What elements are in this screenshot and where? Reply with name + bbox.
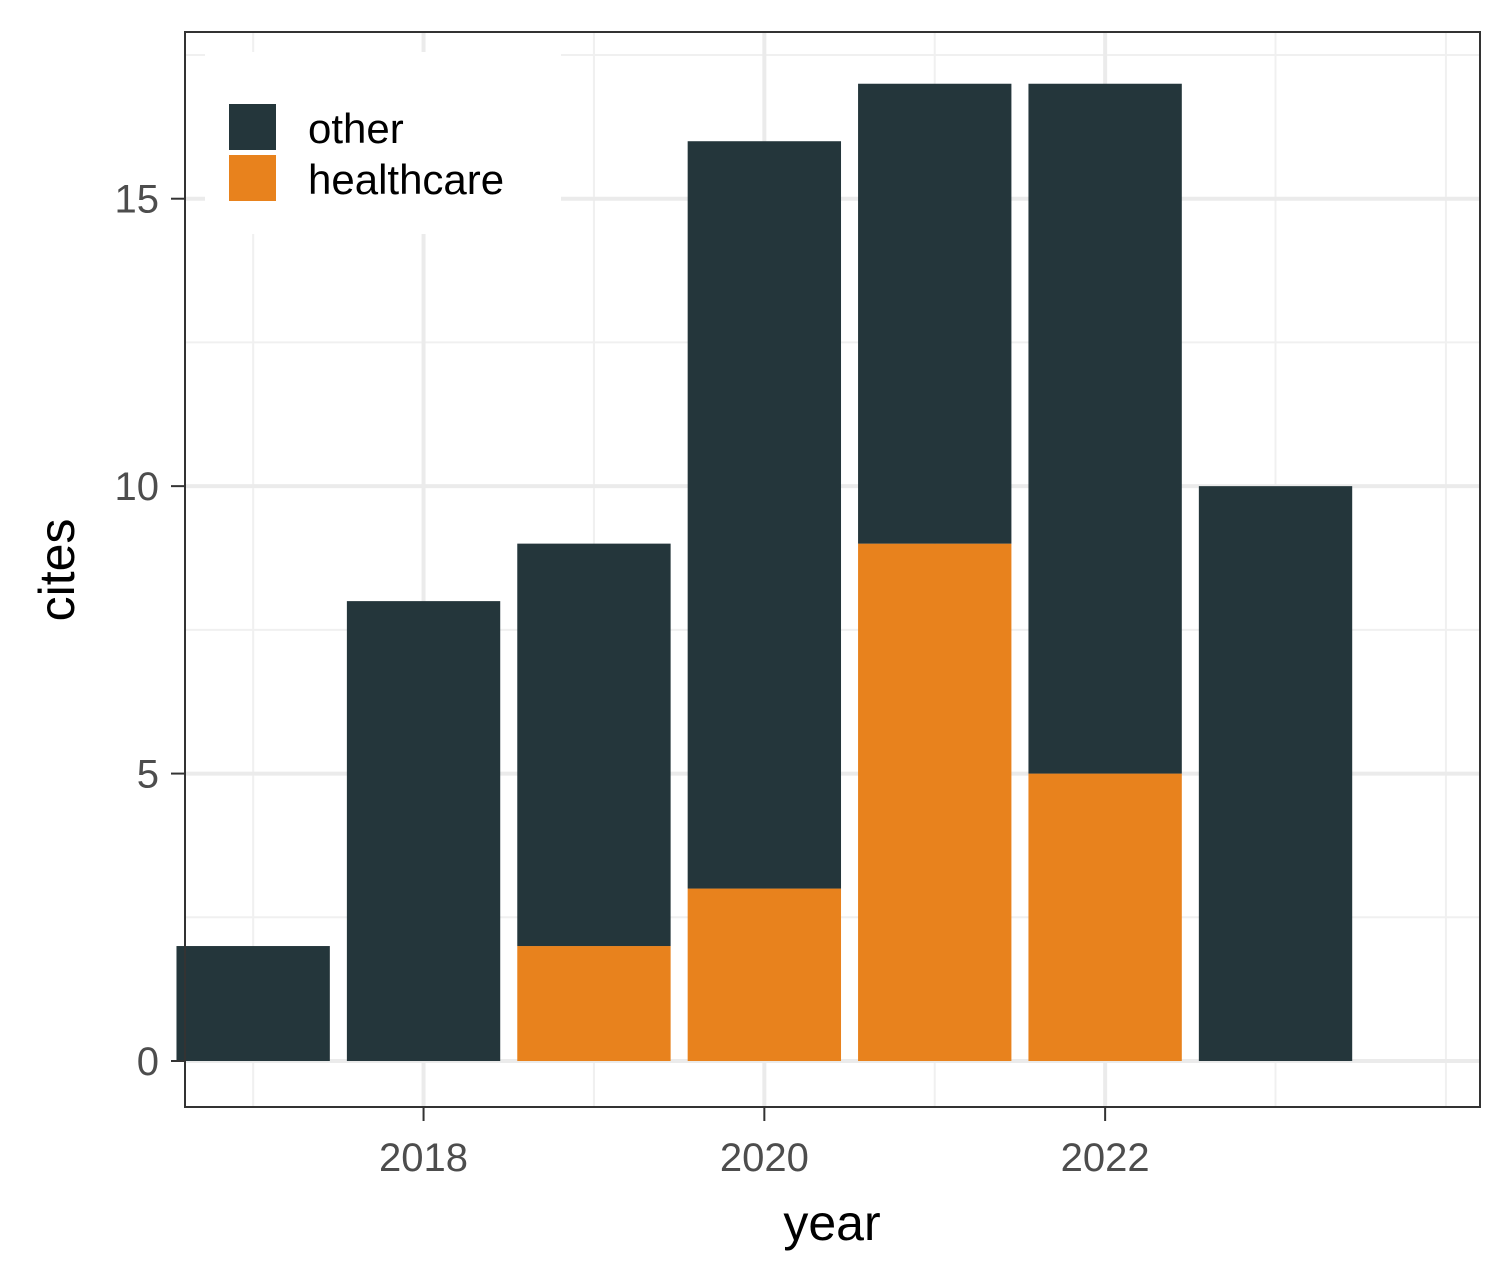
plot-border [184, 31, 1481, 1108]
y-tick-label: 10 [115, 465, 160, 509]
legend: other healthcare [205, 52, 561, 234]
x-tick-label: 2018 [379, 1136, 468, 1180]
y-axis-title: cites [29, 519, 85, 622]
y-tick-label: 5 [137, 753, 159, 797]
x-tick-label: 2022 [1061, 1136, 1150, 1180]
legend-label-healthcare: healthcare [308, 156, 504, 203]
bar-other-2022 [1028, 83, 1182, 774]
bar-other-2021 [858, 83, 1012, 544]
x-axis-title: year [783, 1195, 880, 1251]
bar-other-2017 [176, 946, 330, 1062]
axes: 0 5 10 15 2018 2020 2022 [115, 178, 1150, 1180]
legend-key-other [229, 104, 276, 150]
bar-other-2018 [346, 601, 501, 1062]
bar-other-2020 [687, 141, 842, 889]
bars [176, 83, 1353, 1062]
legend-label-other: other [308, 105, 404, 152]
bar-healthcare-2019 [517, 946, 671, 1062]
y-tick-label: 15 [115, 178, 160, 222]
bar-other-2019 [517, 543, 671, 947]
legend-key-healthcare [229, 155, 276, 201]
x-tick-label: 2020 [720, 1136, 809, 1180]
bar-healthcare-2021 [858, 543, 1012, 1062]
bar-healthcare-2020 [687, 888, 842, 1062]
bar-healthcare-2022 [1028, 773, 1182, 1062]
y-tick-label: 0 [137, 1040, 159, 1084]
bar-other-2023 [1198, 486, 1353, 1062]
